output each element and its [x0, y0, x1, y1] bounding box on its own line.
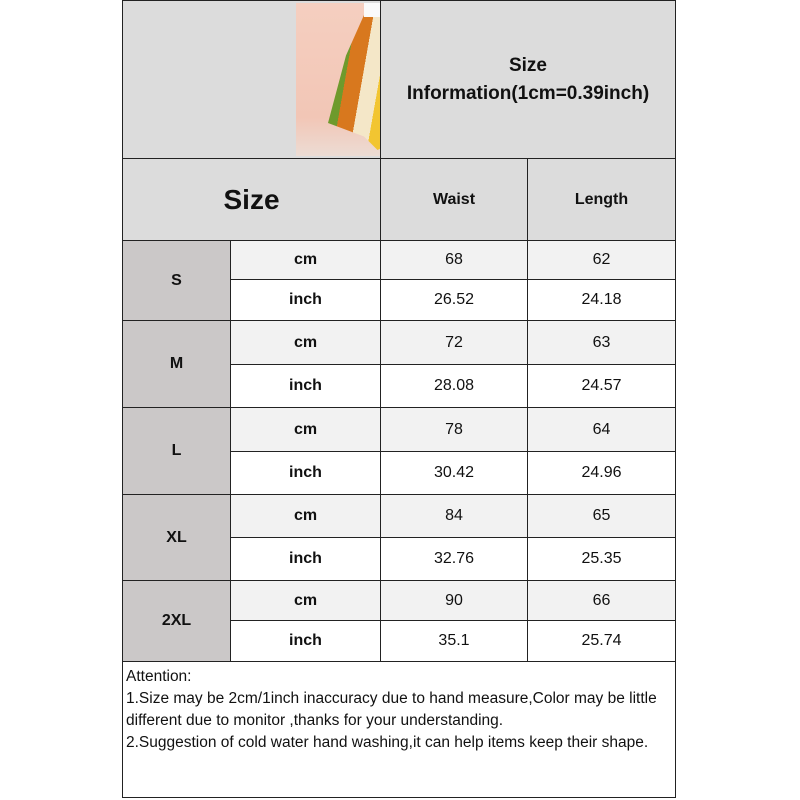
waist-value: 28.08 — [380, 364, 528, 408]
waist-value: 68 — [380, 240, 528, 280]
size-header: Size — [122, 158, 381, 241]
size-label: S — [122, 240, 231, 321]
unit-label: inch — [230, 537, 381, 581]
waist-header: Waist — [380, 158, 528, 241]
attention-line-2: 2.Suggestion of cold water hand washing,… — [126, 734, 649, 751]
chart-title: Size Information(1cm=0.39inch) — [380, 0, 676, 159]
attention-note: Attention: 1.Size may be 2cm/1inch inacc… — [122, 661, 676, 798]
length-value: 25.35 — [527, 537, 676, 581]
unit-label: inch — [230, 279, 381, 321]
waist-value: 84 — [380, 494, 528, 538]
waist-value: 35.1 — [380, 620, 528, 662]
unit-label: inch — [230, 620, 381, 662]
unit-label: inch — [230, 451, 381, 495]
length-value: 63 — [527, 320, 676, 365]
unit-label: cm — [230, 494, 381, 538]
length-value: 24.96 — [527, 451, 676, 495]
unit-label: cm — [230, 240, 381, 280]
length-header: Length — [527, 158, 676, 241]
length-value: 66 — [527, 580, 676, 621]
unit-label: cm — [230, 320, 381, 365]
size-label: XL — [122, 494, 231, 581]
waist-value: 30.42 — [380, 451, 528, 495]
length-value: 62 — [527, 240, 676, 280]
size-label: M — [122, 320, 231, 408]
length-value: 25.74 — [527, 620, 676, 662]
unit-label: cm — [230, 407, 381, 452]
unit-label: cm — [230, 580, 381, 621]
waist-value: 32.76 — [380, 537, 528, 581]
waist-value: 72 — [380, 320, 528, 365]
size-label: 2XL — [122, 580, 231, 662]
unit-label: inch — [230, 364, 381, 408]
length-value: 24.57 — [527, 364, 676, 408]
product-image-cell — [122, 0, 453, 159]
waist-value: 78 — [380, 407, 528, 452]
length-value: 65 — [527, 494, 676, 538]
length-value: 24.18 — [527, 279, 676, 321]
waist-value: 90 — [380, 580, 528, 621]
length-value: 64 — [527, 407, 676, 452]
waist-value: 26.52 — [380, 279, 528, 321]
attention-line-1: 1.Size may be 2cm/1inch inaccuracy due t… — [126, 690, 657, 729]
attention-heading: Attention: — [126, 668, 192, 685]
size-label: L — [122, 407, 231, 495]
